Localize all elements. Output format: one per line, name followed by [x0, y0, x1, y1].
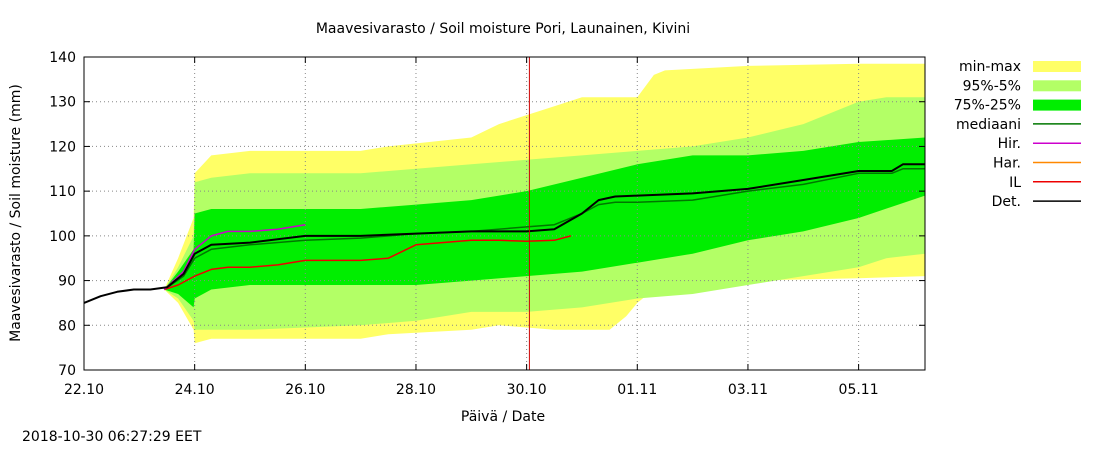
x-tick-label: 05.11 [839, 382, 879, 398]
legend-label-det: Det. [992, 194, 1021, 210]
legend-label-median: mediaani [956, 117, 1021, 133]
chart-title: Maavesivarasto / Soil moisture Pori, Lau… [316, 21, 690, 37]
plot-frame [83, 56, 926, 371]
legend-label-minmax: min-max [959, 59, 1021, 75]
legend-label-hir: Hir. [998, 136, 1021, 152]
y-tick-label: 90 [58, 274, 76, 290]
y-tick-label: 140 [49, 50, 76, 66]
series-hir-line [163, 223, 306, 291]
y-tick-label: 120 [49, 139, 76, 155]
legend-swatch-minmax [1033, 61, 1081, 72]
series-lines [84, 163, 925, 304]
legend-label-p75_25: 75%-25% [954, 98, 1021, 114]
x-tick-label: 30.10 [507, 382, 547, 398]
x-tick-label: 22.10 [64, 382, 104, 398]
chart-legend: min-max 95%-5% 75%-25% mediaani Hir. Har. IL De… [954, 59, 1081, 210]
y-tick-label: 80 [58, 318, 76, 334]
legend-label-p95_5: 95%-5% [963, 78, 1021, 94]
legend-label-il: IL [1009, 175, 1021, 191]
band-p75_25 [164, 137, 925, 308]
x-tick-label: 01.11 [617, 382, 657, 398]
x-tick-label: 24.10 [175, 382, 215, 398]
x-tick-label: 28.10 [396, 382, 436, 398]
x-axis-ticks: 22.10 24.10 26.10 28.10 30.10 01.11 03.11 05.11 [64, 57, 879, 398]
x-tick-label: 26.10 [285, 382, 325, 398]
y-axis-ticks: 70 80 90 100 110 120 130 140 [49, 50, 925, 379]
y-tick-label: 70 [58, 363, 76, 379]
series-il-line [163, 235, 572, 291]
y-axis-label: Maavesivarasto / Soil moisture (mm) [8, 84, 24, 342]
series-median-line [163, 168, 925, 291]
timestamp: 2018-10-30 06:27:29 EET [22, 429, 202, 445]
legend-swatch-p75_25 [1033, 99, 1081, 111]
legend-swatch-p95_5 [1033, 80, 1081, 92]
x-tick-label: 03.11 [728, 382, 768, 398]
y-tick-label: 100 [49, 229, 76, 245]
x-axis-label: Päivä / Date [461, 409, 545, 425]
y-tick-label: 130 [49, 95, 76, 111]
series-det-line [84, 163, 925, 304]
y-tick-label: 110 [49, 184, 76, 200]
percentile-bands [164, 63, 925, 344]
grid-lines [84, 57, 925, 370]
legend-label-har: Har. [993, 156, 1021, 172]
